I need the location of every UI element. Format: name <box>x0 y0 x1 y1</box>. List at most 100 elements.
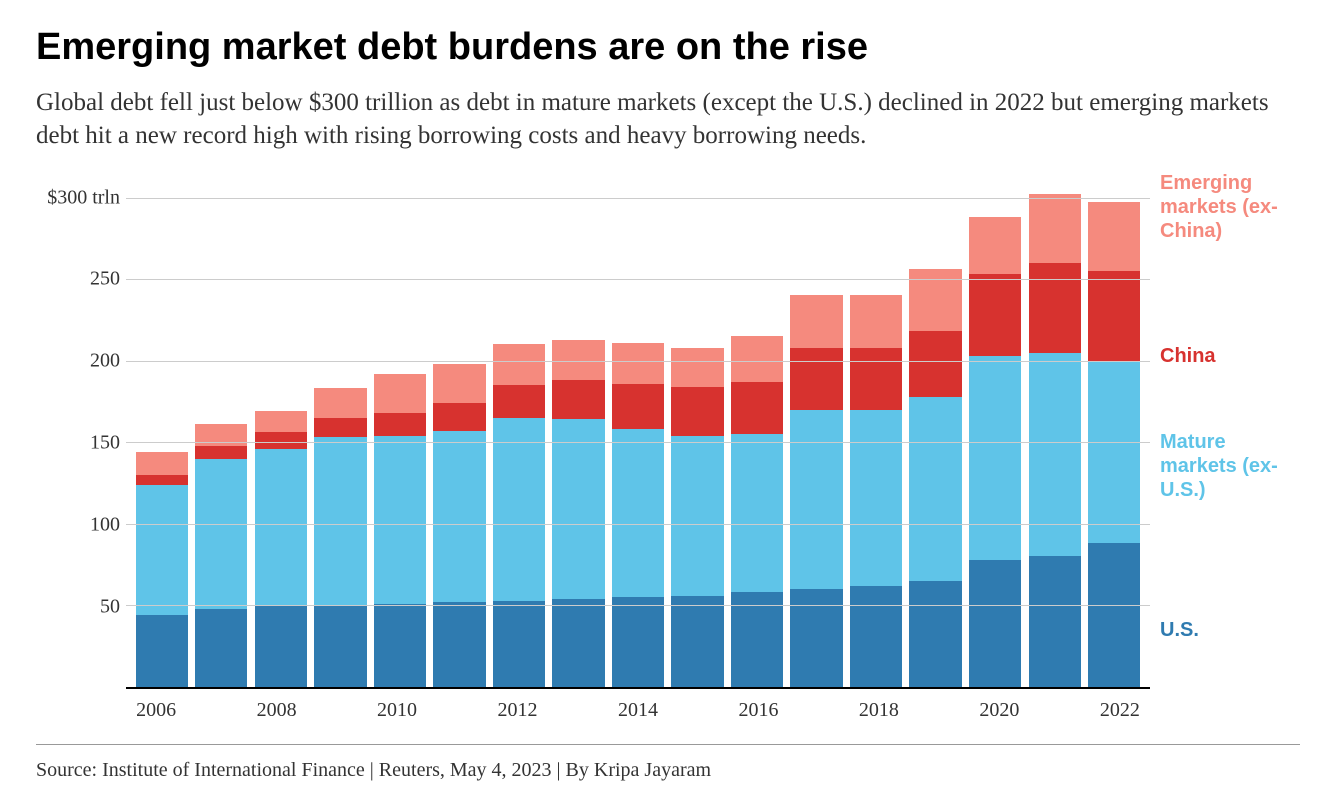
stacked-bar <box>731 336 783 687</box>
bar-segment-us <box>255 605 307 687</box>
chart-area: 50100150200250$300 trln U.S.Mature marke… <box>36 181 1300 689</box>
bar-column <box>727 181 787 687</box>
stacked-bar <box>909 269 961 687</box>
bar-segment-us <box>969 560 1021 687</box>
bar-segment-em_ex <box>612 343 664 384</box>
x-tick-label: 2014 <box>618 699 658 722</box>
gridline <box>126 524 1150 525</box>
bar-segment-mature_ex <box>612 429 664 597</box>
legend-item-mature_ex: Mature markets (ex-U.S.) <box>1160 430 1300 502</box>
x-tick-label: 2018 <box>859 699 899 722</box>
bar-column <box>549 181 609 687</box>
y-tick-label: 200 <box>90 350 120 373</box>
stacked-bar <box>1088 202 1140 687</box>
bar-column <box>430 181 490 687</box>
bar-segment-china <box>731 382 783 434</box>
stacked-bar <box>1029 194 1081 687</box>
x-tick-label: 2006 <box>136 699 176 722</box>
bar-segment-china <box>671 387 723 436</box>
bar-segment-us <box>612 597 664 687</box>
bar-segment-mature_ex <box>1088 361 1140 544</box>
bar-segment-em_ex <box>850 295 902 347</box>
legend-item-us: U.S. <box>1160 618 1300 642</box>
bar-column <box>1025 181 1085 687</box>
bar-column <box>668 181 728 687</box>
legend-item-em_ex: Emerging markets (ex-China) <box>1160 171 1300 243</box>
bar-segment-em_ex <box>314 388 366 417</box>
bar-segment-mature_ex <box>493 418 545 601</box>
bar-segment-us <box>1029 556 1081 687</box>
bar-segment-em_ex <box>1088 202 1140 271</box>
chart-footer: Source: Institute of International Finan… <box>36 744 1300 782</box>
bar-segment-us <box>850 586 902 687</box>
stacked-bar <box>850 295 902 687</box>
bar-segment-us <box>433 602 485 687</box>
stacked-bar <box>969 217 1021 687</box>
y-tick-label: 150 <box>90 432 120 455</box>
bar-column <box>192 181 252 687</box>
bar-column <box>132 181 192 687</box>
bar-segment-mature_ex <box>433 431 485 602</box>
gridline <box>126 442 1150 443</box>
bar-segment-china <box>1088 271 1140 361</box>
bar-segment-em_ex <box>969 217 1021 274</box>
bar-column <box>251 181 311 687</box>
stacked-bar <box>493 344 545 687</box>
stacked-bar <box>255 411 307 687</box>
bar-segment-mature_ex <box>671 436 723 596</box>
stacked-bar <box>612 343 664 687</box>
bar-segment-us <box>731 592 783 687</box>
gridline <box>126 361 1150 362</box>
bar-segment-mature_ex <box>909 397 961 581</box>
bar-column <box>489 181 549 687</box>
bar-segment-em_ex <box>1029 194 1081 263</box>
stacked-bar <box>136 452 188 687</box>
x-tick-label: 2016 <box>738 699 778 722</box>
bar-segment-us <box>195 609 247 687</box>
bar-column <box>846 181 906 687</box>
bar-segment-china <box>612 384 664 430</box>
bar-segment-us <box>136 615 188 687</box>
bar-segment-em_ex <box>671 348 723 387</box>
bar-column <box>1085 181 1145 687</box>
bar-segment-china <box>255 432 307 448</box>
bar-segment-china <box>374 413 426 436</box>
bar-segment-mature_ex <box>255 449 307 606</box>
bar-segment-us <box>493 601 545 687</box>
bar-segment-us <box>790 589 842 687</box>
bar-column <box>370 181 430 687</box>
bar-segment-china <box>195 446 247 459</box>
legend-item-china: China <box>1160 344 1300 368</box>
bar-segment-china <box>909 331 961 396</box>
stacked-bar <box>790 295 842 687</box>
x-tick-label: 2012 <box>498 699 538 722</box>
bar-column <box>965 181 1025 687</box>
bar-segment-china <box>969 274 1021 356</box>
stacked-bar <box>374 374 426 687</box>
bar-segment-china <box>136 475 188 485</box>
chart-title: Emerging market debt burdens are on the … <box>36 26 1300 70</box>
bar-column <box>906 181 966 687</box>
bar-segment-em_ex <box>790 295 842 347</box>
legend: U.S.Mature markets (ex-U.S.)ChinaEmergin… <box>1150 181 1300 689</box>
bar-segment-mature_ex <box>136 485 188 616</box>
bar-segment-mature_ex <box>850 410 902 586</box>
x-tick-label: 2008 <box>257 699 297 722</box>
bar-segment-em_ex <box>255 411 307 432</box>
bar-segment-mature_ex <box>790 410 842 589</box>
bar-segment-china <box>433 403 485 431</box>
gridline <box>126 279 1150 280</box>
bar-segment-em_ex <box>433 364 485 403</box>
stacked-bar <box>671 348 723 687</box>
bar-segment-us <box>374 604 426 687</box>
y-axis: 50100150200250$300 trln <box>36 181 126 689</box>
bar-segment-mature_ex <box>552 419 604 598</box>
bars-container <box>126 181 1150 687</box>
plot-area <box>126 181 1150 689</box>
bar-segment-em_ex <box>731 336 783 382</box>
y-tick-label: 50 <box>100 596 120 619</box>
bar-segment-mature_ex <box>195 459 247 609</box>
bar-segment-china <box>493 385 545 418</box>
bar-segment-china <box>552 380 604 419</box>
bar-segment-mature_ex <box>374 436 426 604</box>
